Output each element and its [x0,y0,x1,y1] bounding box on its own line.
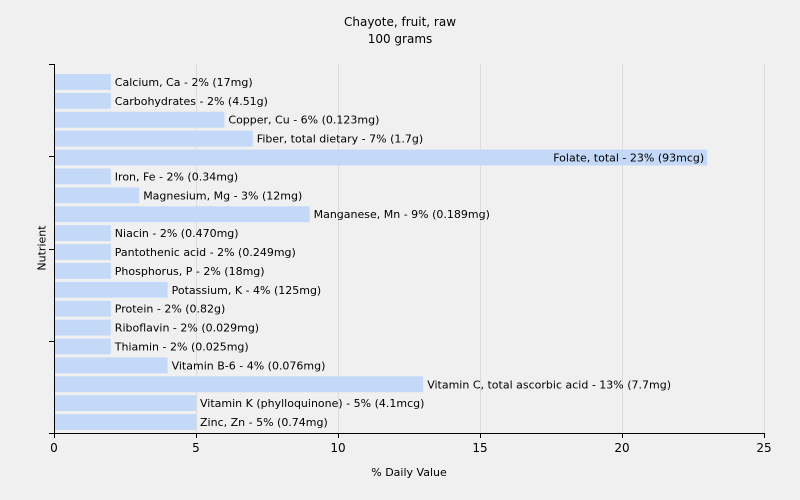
bar [55,395,196,412]
bar [55,187,140,204]
grid-lines [196,64,765,433]
bar [55,225,111,242]
chart-subtitle: 100 grams [367,32,433,46]
bar [55,92,111,109]
bar [55,130,253,147]
x-tick-label: 25 [756,441,771,455]
x-axis-label: % Daily Value [371,466,447,479]
bar-label: Zinc, Zn - 5% (0.74mg) [200,416,328,429]
bar [55,319,111,336]
bar [55,338,111,355]
bar [55,149,708,166]
x-tick-label: 5 [192,441,200,455]
bar-label: Folate, total - 23% (93mcg) [553,152,704,165]
x-tick-label: 0 [50,441,58,455]
bar-label: Protein - 2% (0.82g) [115,303,226,316]
bar-label: Iron, Fe - 2% (0.34mg) [115,170,238,183]
bar [55,414,196,430]
bar-label: Magnesium, Mg - 3% (12mg) [143,189,302,202]
x-tick-label: 20 [614,441,629,455]
bar-label: Niacin - 2% (0.470mg) [115,227,239,240]
bar-label: Vitamin C, total ascorbic acid - 13% (7.… [427,378,671,391]
bar [55,300,111,317]
bar [55,111,225,128]
bar-label: Potassium, K - 4% (125mg) [172,284,322,297]
bar [55,376,424,393]
bar [55,168,111,185]
bar-label: Thiamin - 2% (0.025mg) [114,340,249,353]
bar-label: Vitamin K (phylloquinone) - 5% (4.1mcg) [200,397,424,410]
bar-label: Calcium, Ca - 2% (17mg) [115,76,253,89]
bar [55,206,310,223]
axes: 0 5 10 15 20 25 [49,64,772,455]
bar [55,357,168,374]
bar-label: Fiber, total dietary - 7% (1.7g) [257,133,423,146]
bar [55,281,168,298]
bar-label: Phosphorus, P - 2% (18mg) [115,265,265,278]
bar-label: Carbohydrates - 2% (4.51g) [115,95,268,108]
bar-group: Calcium, Ca - 2% (17mg) Carbohydrates - 2… [55,74,708,430]
bar-label: Manganese, Mn - 9% (0.189mg) [314,208,490,221]
x-tick-label: 15 [472,441,487,455]
bar [55,262,111,279]
bar-label: Vitamin B-6 - 4% (0.076mg) [172,359,326,372]
bar-label: Riboflavin - 2% (0.029mg) [115,322,259,335]
bar-label: Copper, Cu - 6% (0.123mg) [228,114,379,127]
bar [55,74,111,90]
chart-title: Chayote, fruit, raw [343,15,457,29]
bar-label: Pantothenic acid - 2% (0.249mg) [115,246,296,259]
x-tick-label: 10 [330,441,345,455]
bar [55,244,111,260]
y-axis-label: Nutrient [35,225,49,271]
